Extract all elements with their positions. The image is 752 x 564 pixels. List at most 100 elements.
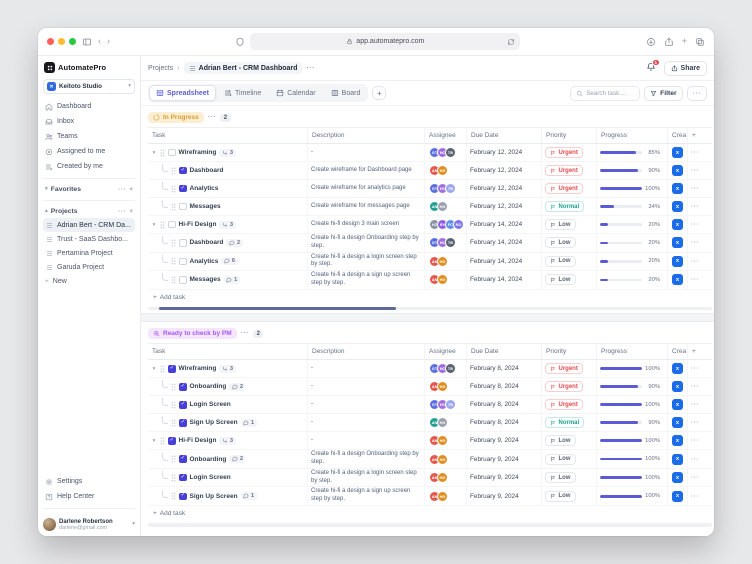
task-checkbox[interactable] [179, 202, 187, 211]
browser-share-icon[interactable] [664, 37, 674, 47]
minimize-window-button[interactable] [58, 38, 65, 45]
task-checkbox[interactable] [179, 276, 187, 284]
row-more-button[interactable] [691, 383, 699, 390]
drag-handle[interactable] [171, 455, 176, 464]
task-checkbox[interactable] [168, 148, 176, 157]
favorites-section-header[interactable]: Favorites [43, 183, 135, 196]
row-more-button[interactable] [691, 474, 699, 481]
sidebar-item-created-by-me[interactable]: Created by me [43, 159, 135, 174]
sidebar-item-help-center[interactable]: Help Center [43, 489, 135, 504]
filter-button[interactable]: Filter [644, 85, 683, 101]
drag-handle[interactable] [160, 148, 165, 157]
task-checkbox[interactable] [179, 167, 187, 175]
row-more-button[interactable] [691, 185, 699, 192]
priority-badge[interactable]: Normal [545, 417, 585, 429]
column-header-task[interactable]: Task [148, 344, 308, 360]
task-title[interactable]: Dashboard [189, 239, 224, 247]
drag-handle[interactable] [171, 202, 176, 211]
download-icon[interactable] [646, 37, 656, 47]
breadcrumb-current[interactable]: Adrian Bert - CRM Dashboard [183, 62, 303, 74]
priority-badge[interactable]: Urgent [545, 363, 583, 375]
new-project-button[interactable]: New [43, 274, 135, 288]
sidebar-project-adrian-bert-crm-da[interactable]: Adrian Bert - CRM Da... [43, 218, 135, 232]
task-row[interactable]: Dashboard 2 Create hi-fi a design Onboardi… [148, 234, 712, 253]
column-header-task[interactable]: Task [148, 128, 308, 143]
column-header-crea[interactable]: Crea [668, 344, 688, 360]
priority-badge[interactable]: Low [545, 490, 576, 502]
task-row[interactable]: Messages Create wireframe for messages pa… [148, 198, 712, 216]
task-checkbox[interactable] [179, 239, 187, 247]
drag-handle[interactable] [171, 166, 176, 175]
tab-spreadsheet[interactable]: Spreadsheet [149, 85, 217, 101]
workspace-switcher[interactable]: Keitoto Studio [43, 79, 135, 94]
task-checkbox[interactable] [179, 419, 187, 427]
breadcrumb-root[interactable]: Projects [148, 64, 174, 72]
row-more-button[interactable] [691, 456, 699, 463]
row-more-button[interactable] [691, 221, 699, 228]
priority-badge[interactable]: Urgent [545, 183, 583, 194]
collapse-chevron[interactable] [151, 222, 157, 228]
priority-badge[interactable]: Low [545, 219, 576, 230]
task-checkbox[interactable] [179, 492, 187, 501]
tab-timeline[interactable]: Timeline [217, 85, 268, 101]
task-row[interactable]: Analytics Create wireframe for analytics … [148, 180, 712, 198]
sidebar-item-dashboard[interactable]: Dashboard [43, 99, 135, 114]
notifications-button[interactable]: 1 [646, 58, 660, 74]
add-column-button[interactable] [688, 344, 712, 359]
task-title[interactable]: Wireframing [178, 365, 217, 373]
task-checkbox[interactable] [168, 220, 176, 229]
scrollbar-thumb[interactable] [159, 306, 397, 311]
window-controls[interactable] [47, 38, 76, 45]
favorites-add-button[interactable] [129, 186, 133, 193]
priority-badge[interactable]: Low [545, 435, 576, 447]
group-status-badge[interactable]: In Progress [148, 112, 204, 123]
page-more-button[interactable] [306, 65, 315, 72]
drag-handle[interactable] [160, 436, 165, 445]
drag-handle[interactable] [171, 418, 176, 427]
priority-badge[interactable]: Urgent [545, 147, 583, 158]
column-header-priority[interactable]: Priority [542, 128, 597, 143]
priority-badge[interactable]: Urgent [545, 381, 583, 393]
add-task-button[interactable]: Add task [148, 290, 712, 305]
column-header-description[interactable]: Description [308, 344, 425, 360]
column-header-assignee[interactable]: Assignee [425, 344, 467, 360]
new-tab-button[interactable] [682, 37, 687, 46]
priority-badge[interactable]: Normal [545, 201, 585, 212]
drag-handle[interactable] [171, 382, 176, 391]
back-button[interactable] [98, 37, 101, 46]
priority-badge[interactable]: Low [545, 237, 576, 249]
task-title[interactable]: Messages [189, 203, 221, 210]
priority-badge[interactable]: Low [545, 472, 576, 484]
row-more-button[interactable] [691, 167, 699, 174]
row-more-button[interactable] [691, 258, 699, 265]
task-checkbox[interactable] [179, 474, 187, 482]
sidebar-project-pertamina-project[interactable]: Pertamina Project [43, 246, 135, 260]
tabs-overview-icon[interactable] [695, 37, 705, 47]
drag-handle[interactable] [171, 492, 176, 501]
row-more-button[interactable] [691, 493, 699, 500]
drag-handle[interactable] [171, 257, 176, 266]
row-more-button[interactable] [691, 239, 699, 246]
drag-handle[interactable] [171, 184, 176, 193]
collapse-chevron[interactable] [151, 438, 157, 444]
add-task-button[interactable]: Add task [148, 506, 712, 521]
column-header-due-date[interactable]: Due Date [467, 128, 542, 143]
horizontal-scrollbar[interactable] [148, 523, 712, 527]
task-title[interactable]: Messages [189, 276, 221, 284]
row-more-button[interactable] [691, 437, 699, 444]
drag-handle[interactable] [171, 238, 176, 247]
column-header-description[interactable]: Description [308, 128, 425, 143]
group-status-badge[interactable]: Ready to check by PM [148, 328, 237, 340]
task-title[interactable]: Dashboard [189, 167, 224, 174]
task-row[interactable]: Login Screen Create hi-fi a design a logi… [148, 468, 712, 488]
row-more-button[interactable] [691, 419, 699, 426]
sidebar-toggle-icon[interactable] [82, 37, 92, 47]
column-header-progress[interactable]: Progress [597, 344, 668, 360]
task-checkbox[interactable] [168, 365, 176, 373]
share-button[interactable]: Share [663, 60, 707, 76]
